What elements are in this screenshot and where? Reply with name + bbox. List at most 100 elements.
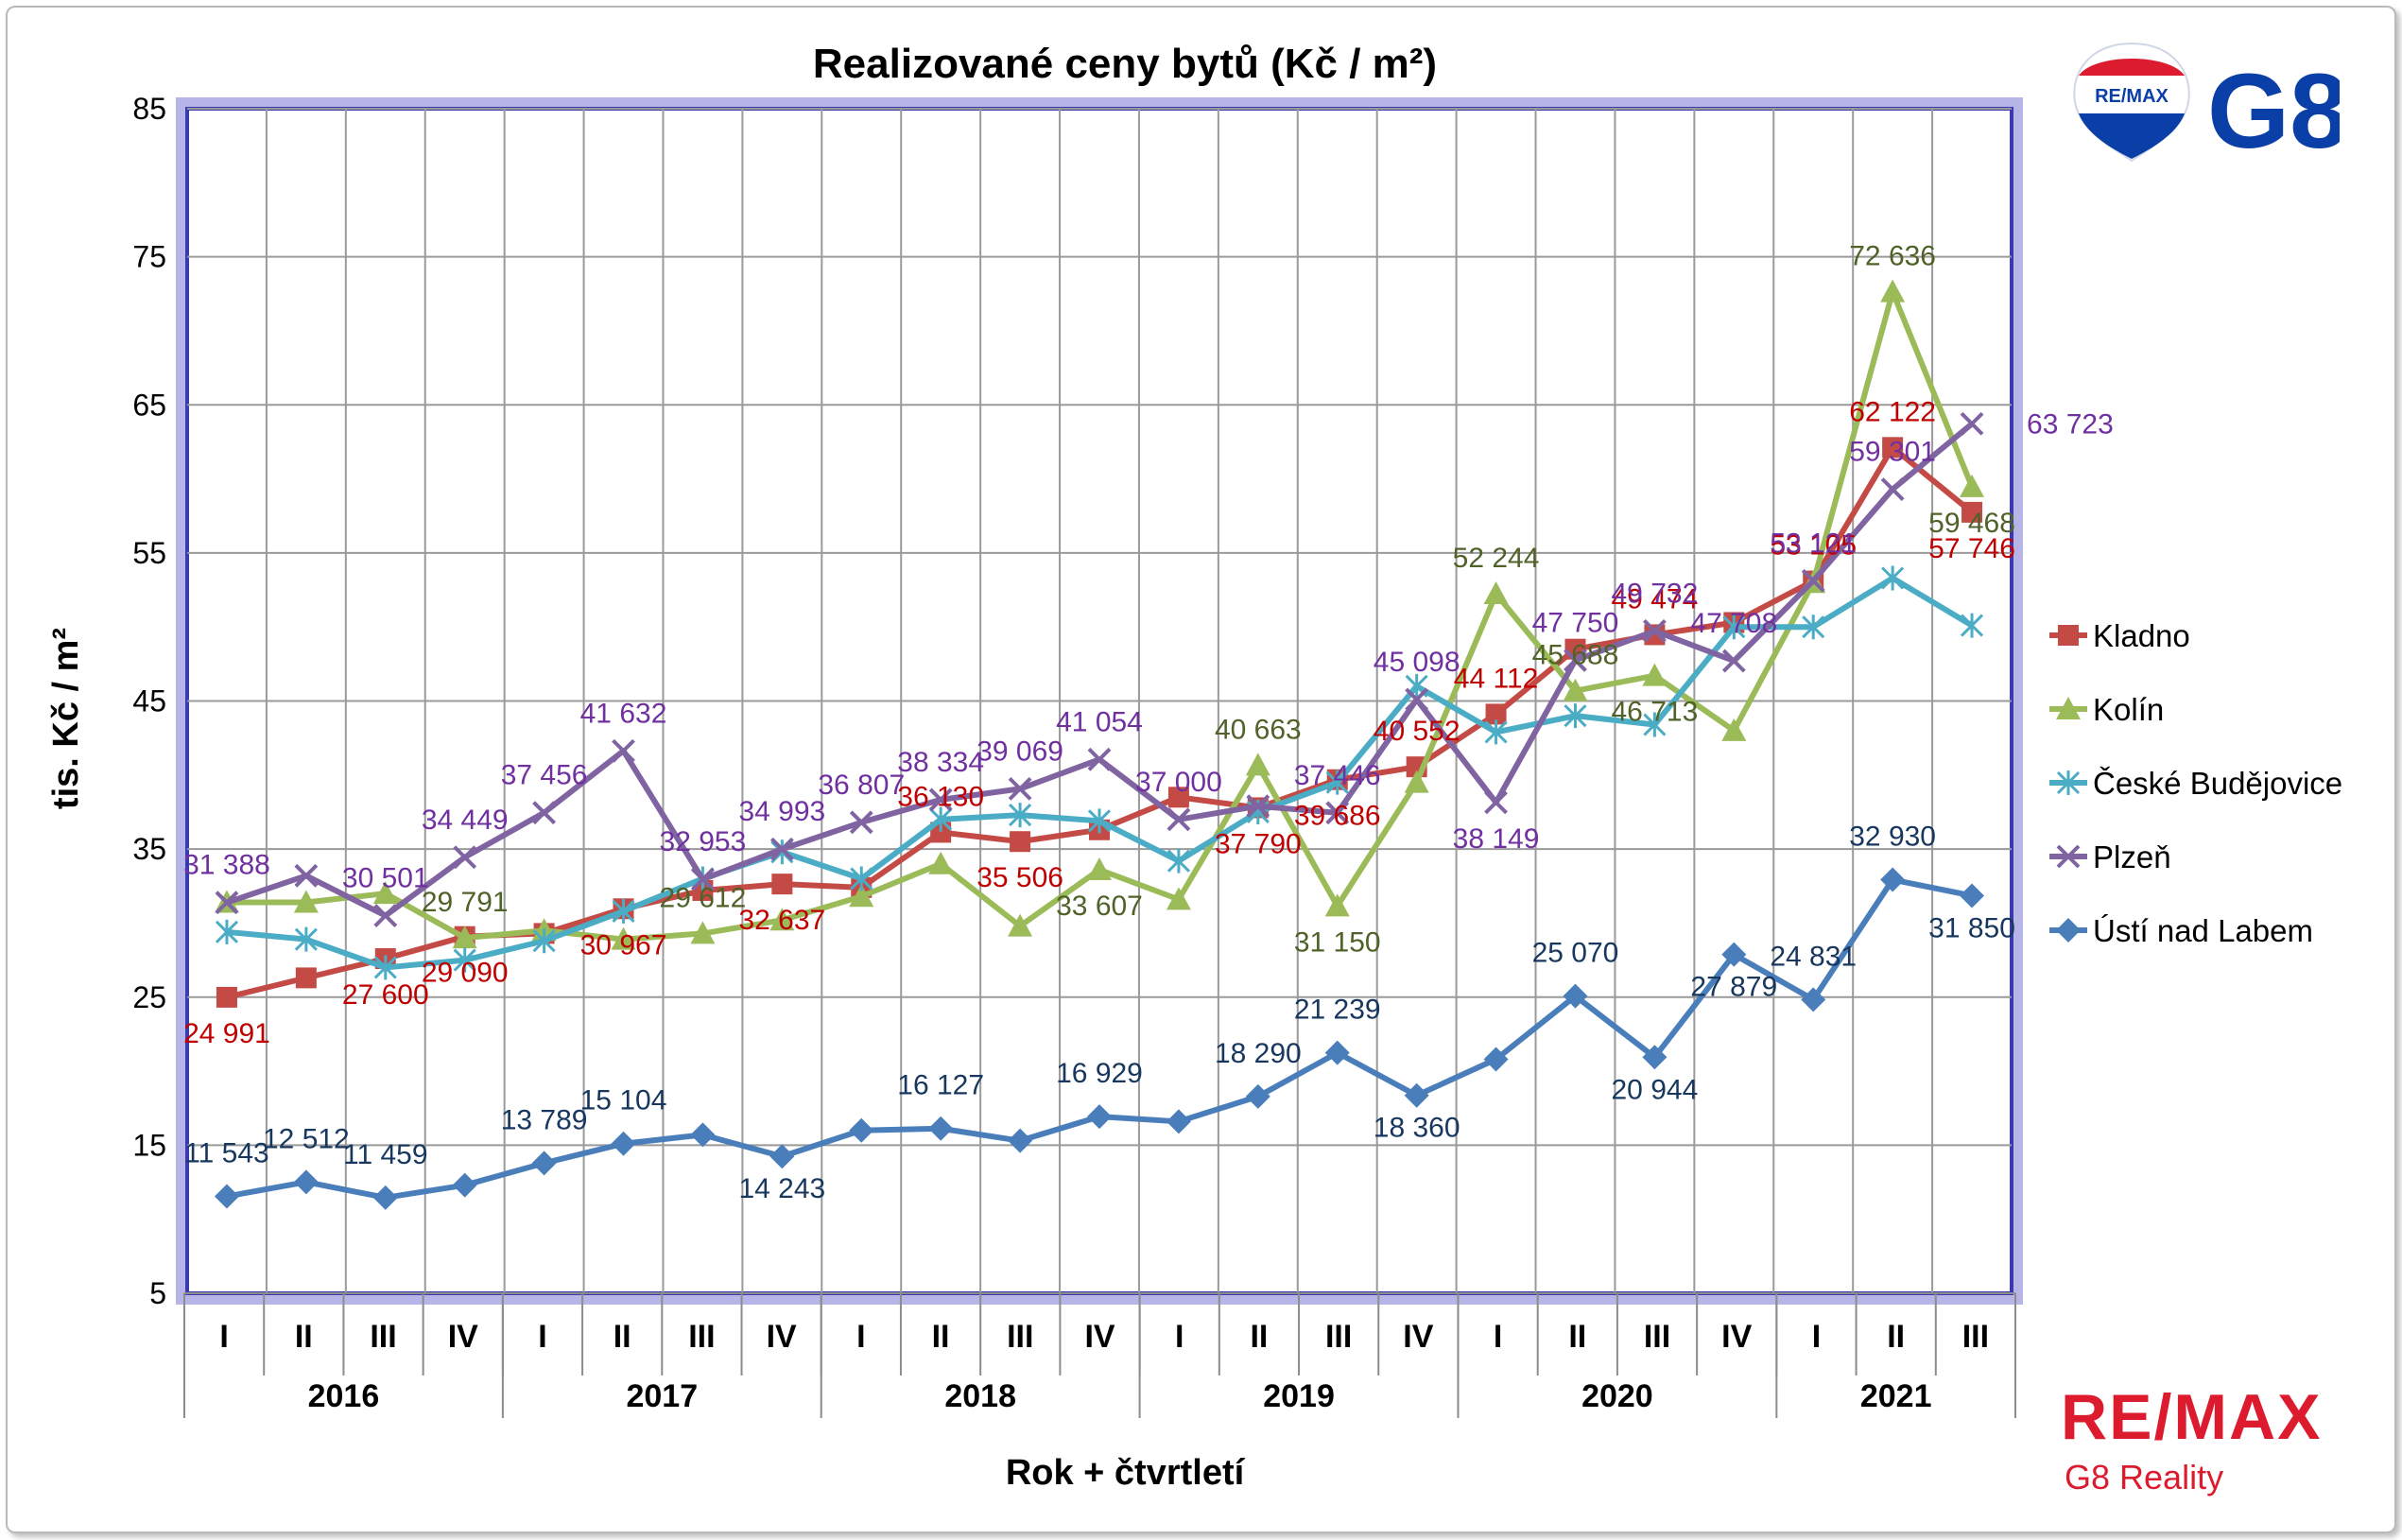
data-label: 32 953 (660, 826, 747, 857)
data-point (372, 1185, 398, 1210)
data-point (928, 851, 954, 874)
data-point (1563, 983, 1588, 1009)
data-label: 41 054 (1056, 706, 1143, 737)
x-quarter-label: IV (1721, 1319, 1752, 1355)
remax-g8-reality-logo: RE/MAX G8 Reality (2061, 1380, 2373, 1513)
data-point (453, 845, 477, 870)
y-tick-label: 55 (132, 536, 166, 570)
data-point (1484, 790, 1508, 815)
data-label: 30 501 (342, 863, 429, 894)
data-label: 37 790 (1215, 828, 1302, 859)
data-label: 40 552 (1374, 716, 1460, 747)
data-label: 32 930 (1849, 822, 1936, 853)
data-point (1325, 801, 1350, 825)
x-quarter-label: II (1887, 1319, 1905, 1355)
data-label: 14 243 (738, 1173, 825, 1204)
data-label: 63 723 (2027, 408, 2114, 440)
data-label: 37 446 (1294, 760, 1381, 791)
y-tick-label: 45 (132, 684, 166, 718)
data-point (1721, 942, 1747, 967)
data-label: 27 879 (1690, 972, 1777, 1003)
data-point (769, 837, 794, 861)
data-label: 47 750 (1532, 607, 1619, 638)
data-point (771, 874, 793, 895)
data-label: 16 929 (1056, 1058, 1143, 1089)
data-label: 53 105 (1770, 530, 1857, 562)
data-point (1960, 474, 1985, 497)
data-point (1087, 747, 1112, 771)
x-quarter-label: II (932, 1319, 950, 1355)
data-label: 13 789 (501, 1104, 588, 1135)
series-ústí-nad-labem (214, 867, 1985, 1210)
data-point (1404, 1082, 1429, 1108)
x-quarter-label: III (370, 1319, 396, 1355)
x-quarter-label: IV (767, 1319, 797, 1355)
x-quarter-label: III (1325, 1319, 1352, 1355)
data-point (1485, 703, 1507, 725)
data-label: 18 290 (1215, 1038, 1302, 1069)
data-label: 59 468 (1928, 508, 2015, 539)
y-tick-label: 25 (132, 980, 166, 1014)
data-point (215, 919, 239, 944)
data-point (1166, 807, 1191, 832)
legend-item: Plzeň (2049, 839, 2171, 874)
data-point (1245, 753, 1270, 776)
data-label: 27 600 (342, 979, 429, 1011)
x-quarter-label: II (1250, 1319, 1268, 1355)
x-quarter-label: I (1175, 1319, 1184, 1355)
x-year-label: 2018 (944, 1378, 1016, 1414)
data-label: 36 130 (897, 781, 984, 812)
x-quarter-label: I (1494, 1319, 1502, 1355)
data-point (1008, 1128, 1033, 1153)
data-point (293, 1169, 319, 1195)
data-label: 62 122 (1849, 396, 1936, 427)
data-label: 49 732 (1612, 578, 1699, 609)
data-point (2056, 918, 2081, 943)
y-tick-label: 15 (132, 1128, 166, 1162)
data-point (1642, 1045, 1668, 1070)
data-point (295, 967, 317, 989)
y-tick-label: 85 (132, 92, 166, 126)
data-point (1801, 987, 1826, 1012)
data-point (1880, 477, 1905, 501)
legend-item: Kolín (2049, 692, 2164, 727)
y-tick-label: 75 (132, 240, 166, 274)
data-point (849, 884, 874, 908)
data-point (1483, 1047, 1509, 1072)
data-point (1325, 770, 1349, 795)
data-label: 47 708 (1690, 608, 1777, 639)
x-year-label: 2019 (1263, 1378, 1335, 1414)
data-point (1008, 913, 1033, 937)
data-point (930, 822, 952, 843)
data-label: 18 360 (1374, 1113, 1460, 1144)
data-label: 45 098 (1374, 647, 1460, 678)
g8-logo-text: G8 (2207, 52, 2340, 168)
x-quarter-label: III (1962, 1319, 1989, 1355)
legend-item: České Budějovice (2049, 766, 2342, 801)
data-point (690, 1122, 716, 1148)
data-point (1564, 703, 1587, 729)
data-point (1166, 887, 1191, 910)
data-point (2056, 697, 2081, 719)
remax-badge-text: RE/MAX (2095, 86, 2169, 107)
data-point (1880, 279, 1906, 303)
x-year-label: 2016 (308, 1378, 380, 1414)
data-point (293, 890, 319, 913)
data-label: 40 663 (1215, 714, 1302, 745)
data-point (850, 866, 873, 891)
data-label: 34 449 (422, 805, 509, 836)
data-point (612, 738, 635, 763)
data-point (769, 908, 795, 931)
data-label: 32 637 (738, 905, 825, 936)
data-point (214, 1184, 239, 1209)
data-point (1960, 613, 1984, 638)
legend-item: Kladno (2049, 618, 2190, 653)
data-point (1644, 624, 1666, 646)
data-point (928, 787, 953, 812)
data-label: 35 506 (976, 862, 1063, 893)
data-point (1960, 883, 1985, 908)
remax-g8-logo: RE/MAX G8 (2065, 36, 2348, 170)
legend-label: Kladno (2093, 618, 2190, 653)
x-quarter-label: III (688, 1319, 715, 1355)
y-tick-label: 5 (149, 1276, 166, 1310)
